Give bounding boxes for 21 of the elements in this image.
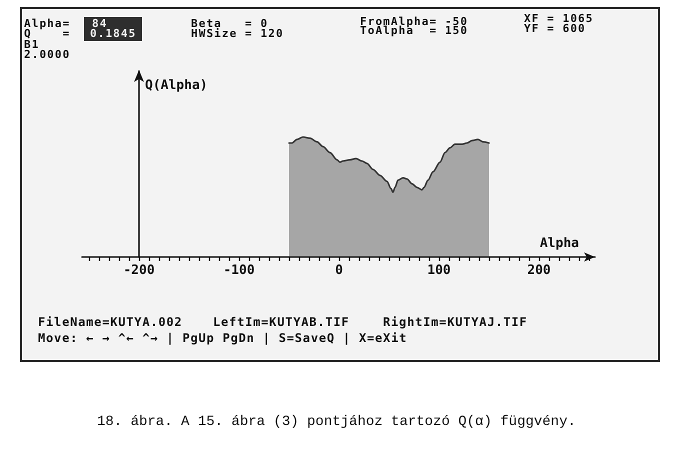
text: Beta = 0 [191, 16, 268, 30]
x-tick-label: -200 [123, 263, 155, 278]
text: Alpha= [24, 16, 70, 30]
text: 18. ábra. A 15. ábra (3) pontjához tartozó Q(α) függvény. [97, 414, 576, 430]
text: B1 [24, 38, 40, 50]
text: 84 [92, 16, 108, 30]
text: HWSize = 120 [191, 26, 284, 40]
x-tick-label: 0 [335, 263, 344, 278]
x-tick-label: 200 [527, 263, 551, 278]
text: RightIm=KUTYAJ.TIF [383, 314, 528, 328]
text: FileName=KUTYA.002 [38, 314, 182, 328]
x-tick-label: -100 [223, 263, 255, 278]
text: 2.0000 [24, 48, 70, 60]
text: XF = 1065 [524, 12, 594, 24]
y-axis-title: Q(Alpha) [145, 78, 208, 93]
text: Move: ← → ^← ^→ | PgUp PgDn | S=SaveQ | X=eXit [38, 330, 408, 344]
text: LeftIm=KUTYAB.TIF [213, 314, 350, 328]
x-axis-title: Alpha [540, 236, 580, 251]
text: YF = 600 [524, 22, 586, 34]
x-tick-label: 100 [427, 263, 451, 278]
text: 0.1845 [90, 27, 136, 40]
